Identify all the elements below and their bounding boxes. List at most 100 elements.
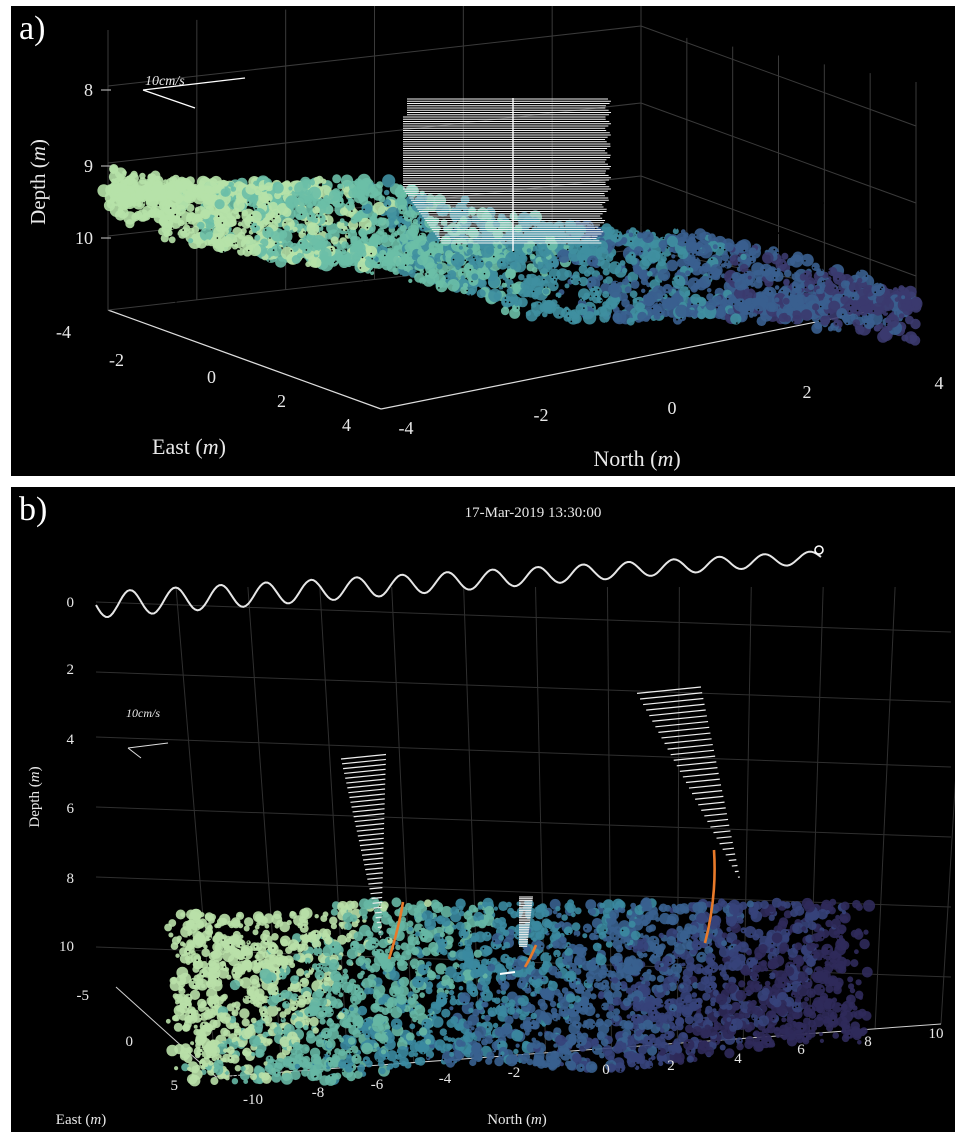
cloud-point — [665, 297, 678, 310]
cloud-point — [384, 948, 390, 954]
cloud-gap — [764, 237, 767, 239]
cloud-point — [629, 290, 638, 299]
cloud-point — [370, 270, 375, 276]
cloud-point — [501, 995, 509, 1004]
cloud-gap — [361, 256, 364, 259]
cloud-gap — [555, 276, 558, 278]
cloud-point — [435, 963, 447, 975]
cloud-gap — [366, 226, 369, 229]
cloud-point — [561, 987, 569, 994]
east-tick-label: -2 — [109, 350, 124, 370]
cloud-point — [347, 1037, 356, 1045]
cloud-gap — [641, 224, 643, 227]
cloud-point — [122, 170, 127, 175]
cloud-gap — [504, 297, 507, 299]
cloud-gap — [601, 279, 604, 282]
cloud-point — [548, 257, 559, 269]
cloud-point — [404, 1061, 412, 1069]
cloud-point — [773, 251, 778, 256]
panel-a-label: a) — [19, 10, 46, 47]
cloud-point — [169, 176, 178, 185]
cloud-gap — [627, 265, 629, 267]
grid-line — [107, 25, 642, 87]
cloud-point — [230, 186, 237, 192]
cloud-gap — [886, 311, 888, 313]
cloud-point — [169, 980, 181, 992]
cloud-gap — [618, 229, 620, 232]
cloud-gap — [427, 302, 429, 304]
cloud-point — [679, 286, 690, 298]
cloud-gap — [229, 307, 231, 310]
cloud-point — [272, 182, 284, 194]
cloud-point — [397, 184, 403, 190]
cloud-point — [666, 259, 678, 272]
cloud-gap — [886, 251, 888, 253]
cloud-point — [583, 1020, 588, 1025]
cloud-gap — [308, 266, 310, 269]
cloud-point — [301, 907, 313, 920]
cloud-gap — [180, 216, 182, 218]
cloud-gap — [258, 275, 261, 277]
cloud-point — [588, 296, 593, 301]
cloud-gap — [635, 232, 638, 234]
cloud-gap — [503, 281, 506, 284]
cloud-point — [135, 189, 145, 200]
cloud-gap — [730, 278, 733, 281]
cloud-point — [436, 263, 443, 270]
cloud-point — [644, 980, 651, 987]
cloud-gap — [852, 297, 854, 299]
cloud-point — [186, 203, 195, 213]
cloud-gap — [247, 201, 250, 204]
cloud-gap — [571, 284, 574, 286]
cloud-gap — [182, 229, 184, 231]
cloud-gap — [347, 203, 350, 206]
cloud-gap — [842, 313, 844, 316]
cloud-point — [696, 951, 707, 963]
cloud-point — [302, 180, 312, 189]
cloud-gap — [756, 215, 758, 218]
cloud-point — [312, 939, 322, 949]
cloud-point — [597, 1023, 610, 1035]
cloud-gap — [557, 302, 559, 305]
cloud-gap — [804, 272, 807, 275]
cloud-point — [320, 197, 331, 208]
cloud-point — [219, 220, 231, 231]
cloud-point — [542, 311, 548, 318]
cloud-gap — [422, 227, 424, 230]
cloud-gap — [847, 215, 850, 218]
cloud-point — [689, 914, 696, 921]
cloud-gap — [335, 260, 337, 263]
cloud-gap — [305, 249, 308, 251]
grid-line — [95, 671, 952, 703]
cloud-point — [645, 1060, 654, 1069]
cloud-gap — [333, 261, 336, 264]
cloud-gap — [504, 301, 507, 303]
cloud-point — [851, 292, 860, 301]
cloud-point — [685, 984, 693, 993]
cloud-point — [147, 173, 157, 183]
cloud-gap — [865, 322, 867, 325]
cloud-point — [408, 278, 413, 283]
cloud-gap — [402, 216, 405, 219]
cloud-point — [290, 980, 302, 993]
cloud-point — [290, 1006, 296, 1012]
cloud-gap — [828, 269, 830, 272]
cloud-point — [595, 1013, 600, 1018]
cloud-point — [572, 271, 580, 279]
cloud-point — [646, 270, 653, 277]
cloud-point — [115, 209, 126, 221]
cloud-gap — [281, 247, 283, 249]
cloud-gap — [177, 235, 179, 237]
cloud-gap — [580, 245, 582, 248]
cloud-point — [349, 258, 357, 267]
cloud-gap — [198, 273, 200, 276]
cloud-point — [613, 1008, 621, 1016]
cloud-point — [637, 232, 644, 239]
cloud-point — [266, 247, 276, 257]
cloud-gap — [197, 306, 200, 309]
cloud-point — [901, 295, 906, 300]
cloud-gap — [757, 309, 760, 311]
cloud-gap — [691, 303, 693, 306]
cloud-gap — [821, 269, 823, 271]
cloud-gap — [824, 280, 826, 282]
